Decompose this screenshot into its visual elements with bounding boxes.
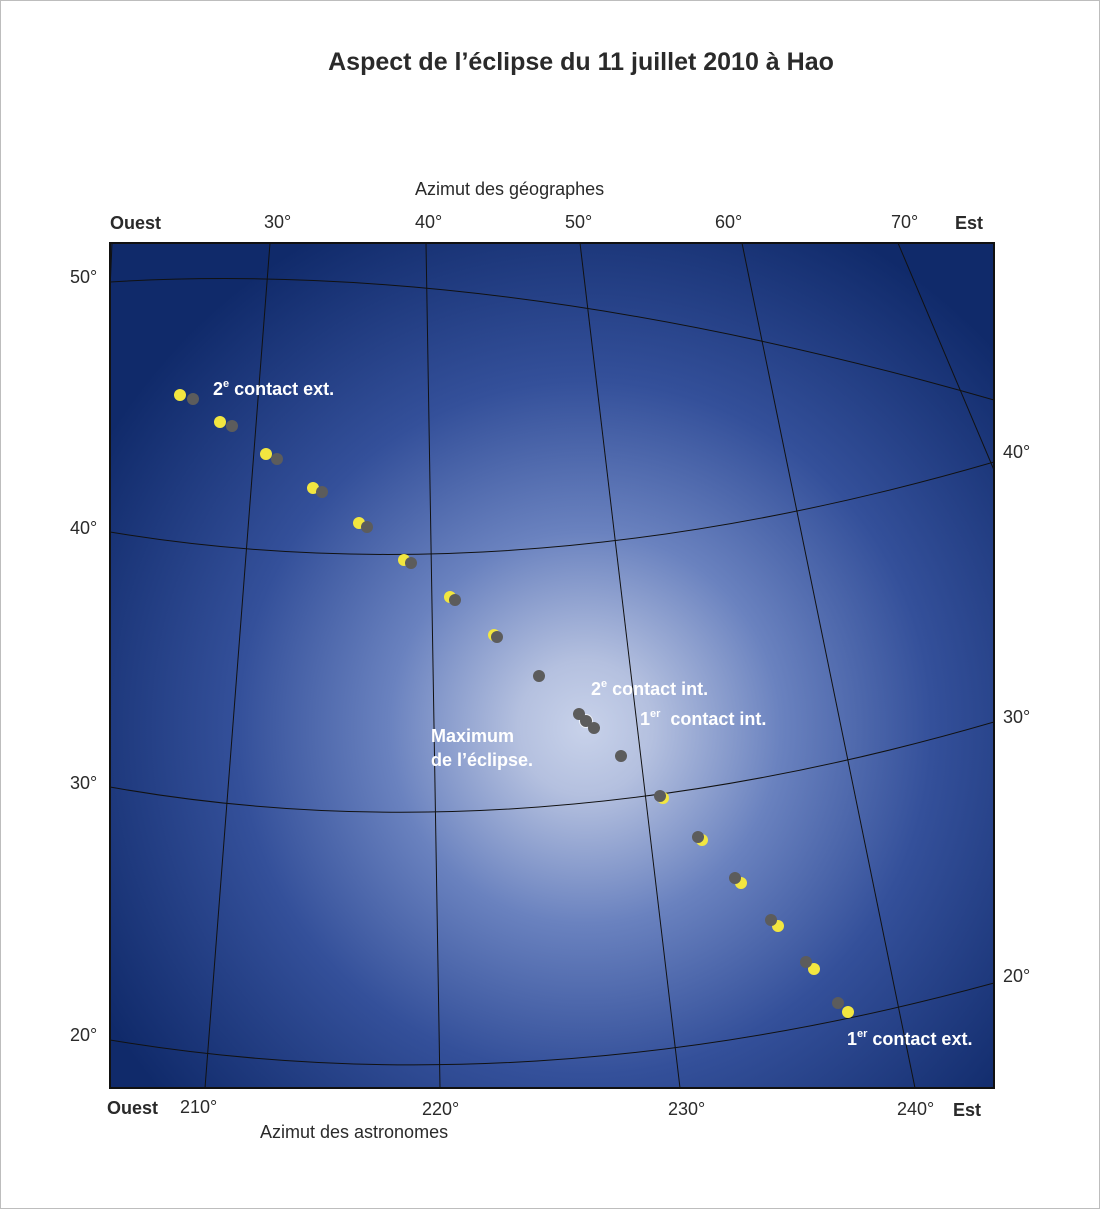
first-internal-contact-label: 1er contact int. bbox=[640, 708, 766, 729]
sun-disc bbox=[174, 389, 186, 401]
bottom-axis-east-label: Est bbox=[953, 1100, 982, 1120]
moon-disc bbox=[271, 453, 283, 465]
coordinate-grid bbox=[110, 243, 994, 1088]
top-axis-tick: 60° bbox=[715, 212, 743, 232]
moon-disc bbox=[832, 997, 844, 1009]
left-axis-tick: 40° bbox=[70, 518, 98, 538]
right-axis-tick: 30° bbox=[1003, 707, 1031, 727]
left-axis-tick: 20° bbox=[70, 1025, 98, 1045]
top-axis-east-label: Est bbox=[955, 213, 984, 233]
moon-disc bbox=[615, 750, 627, 762]
moon-disc bbox=[654, 790, 666, 802]
meridian bbox=[579, 243, 681, 1088]
left-axis-tick: 50° bbox=[70, 267, 98, 287]
bottom-axis-tick: 240° bbox=[897, 1099, 935, 1119]
right-axis-tick: 40° bbox=[1003, 442, 1031, 462]
moon-disc bbox=[765, 914, 777, 926]
sun-disc bbox=[808, 963, 820, 975]
moon-disc bbox=[580, 715, 592, 727]
eclipse-sequence bbox=[174, 389, 854, 1018]
moon-disc bbox=[187, 393, 199, 405]
sun-disc bbox=[214, 416, 226, 428]
bottom-axis-west-label: Ouest bbox=[107, 1098, 159, 1118]
first-external-contact-label: 1er contact ext. bbox=[847, 1028, 972, 1049]
top-axis-tick: 70° bbox=[891, 212, 919, 232]
sun-disc bbox=[307, 482, 319, 494]
moon-disc bbox=[692, 831, 704, 843]
sun-disc bbox=[842, 1006, 854, 1018]
altitude-circle-20 bbox=[110, 982, 994, 1066]
meridian bbox=[425, 243, 441, 1088]
bottom-axis-tick: 230° bbox=[668, 1099, 706, 1119]
moon-disc bbox=[588, 722, 600, 734]
moon-disc bbox=[491, 631, 503, 643]
top-axis-west-label: Ouest bbox=[110, 213, 162, 233]
meridian bbox=[897, 243, 994, 471]
top-axis-tick: 40° bbox=[415, 212, 443, 232]
moon-disc bbox=[405, 557, 417, 569]
moon-disc bbox=[533, 670, 545, 682]
bottom-axis-tick: 210° bbox=[180, 1097, 218, 1117]
figure-title: Aspect de l’éclipse du 11 juillet 2010 à… bbox=[328, 48, 834, 76]
meridian bbox=[741, 243, 916, 1088]
maximum-label-line1: Maximum bbox=[431, 726, 514, 746]
moon-disc bbox=[226, 420, 238, 432]
top-axis-tick: 50° bbox=[565, 212, 593, 232]
second-external-contact-label: 2e contact ext. bbox=[213, 378, 334, 399]
sun-disc bbox=[260, 448, 272, 460]
left-axis-tick: 30° bbox=[70, 773, 98, 793]
maximum-label-line2: de l’éclipse. bbox=[431, 750, 533, 770]
second-internal-contact-label: 2e contact int. bbox=[591, 678, 708, 699]
moon-disc bbox=[316, 486, 328, 498]
bottom-axis-tick: 220° bbox=[422, 1099, 460, 1119]
altitude-circle-30 bbox=[110, 721, 994, 813]
moon-disc bbox=[361, 521, 373, 533]
moon-disc bbox=[449, 594, 461, 606]
sky-background bbox=[110, 243, 994, 1088]
right-axis-tick: 20° bbox=[1003, 966, 1031, 986]
top-axis-tick: 30° bbox=[264, 212, 292, 232]
top-axis-caption: Azimut des géographes bbox=[415, 179, 605, 199]
altitude-circle-40 bbox=[110, 461, 994, 555]
plot-border bbox=[109, 242, 995, 1089]
altitude-circle-50 bbox=[110, 278, 994, 401]
moon-disc bbox=[729, 872, 741, 884]
meridian bbox=[204, 243, 271, 1088]
bottom-axis-caption: Azimut des astronomes bbox=[260, 1122, 449, 1142]
moon-disc bbox=[800, 956, 812, 968]
